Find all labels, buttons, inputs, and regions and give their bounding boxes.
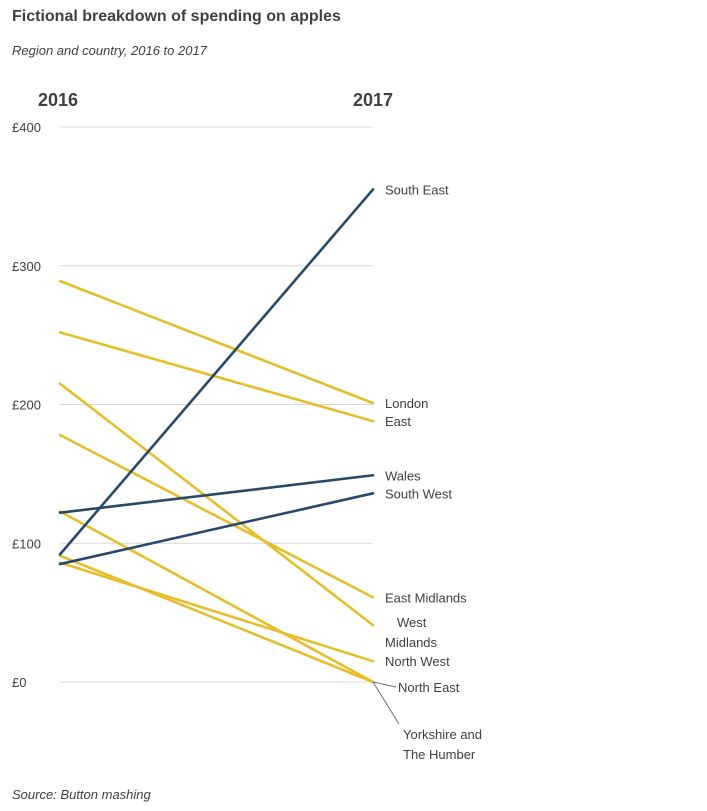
leader-line xyxy=(372,681,400,725)
series-line xyxy=(58,510,375,684)
series-line xyxy=(58,331,375,423)
chart-subtitle: Region and country, 2016 to 2017 xyxy=(12,43,207,58)
year-label-2016: 2016 xyxy=(38,90,78,110)
y-tick-label: £300 xyxy=(12,259,41,274)
series-line xyxy=(58,433,375,599)
y-tick-label: £100 xyxy=(12,536,41,551)
series-label: South West xyxy=(385,486,452,501)
chart-title: Fictional breakdown of spending on apple… xyxy=(12,8,341,25)
y-tick-label: £0 xyxy=(12,675,26,690)
series-label: Wales xyxy=(385,468,421,483)
series-label: Yorkshire and The Humber xyxy=(403,727,482,762)
series-label: London xyxy=(385,396,428,411)
series-line xyxy=(58,561,375,663)
series-labels: South East London East Wales South West East … xyxy=(372,182,482,762)
series-lines xyxy=(58,188,375,684)
series-line xyxy=(58,554,375,684)
series-line xyxy=(58,188,375,556)
gridlines xyxy=(60,126,373,683)
series-label: South East xyxy=(385,182,449,197)
leader-line xyxy=(372,681,397,688)
series-label: West Midlands xyxy=(385,615,438,650)
source-note: Source: Button mashing xyxy=(12,787,151,802)
series-label: North West xyxy=(385,654,450,669)
series-line xyxy=(58,473,375,515)
y-tick-label: £400 xyxy=(12,120,41,135)
y-tick-label: £200 xyxy=(12,398,41,413)
series-label: North East xyxy=(398,680,460,695)
year-label-2017: 2017 xyxy=(353,90,393,110)
y-axis-ticks: £0 £100 £200 £300 £400 xyxy=(12,120,41,690)
x-axis-years: 2016 2017 xyxy=(38,90,393,110)
series-line xyxy=(58,279,375,405)
series-label: East Midlands xyxy=(385,590,467,605)
series-line xyxy=(58,491,375,566)
series-line xyxy=(58,382,375,627)
series-label: East xyxy=(385,414,411,429)
